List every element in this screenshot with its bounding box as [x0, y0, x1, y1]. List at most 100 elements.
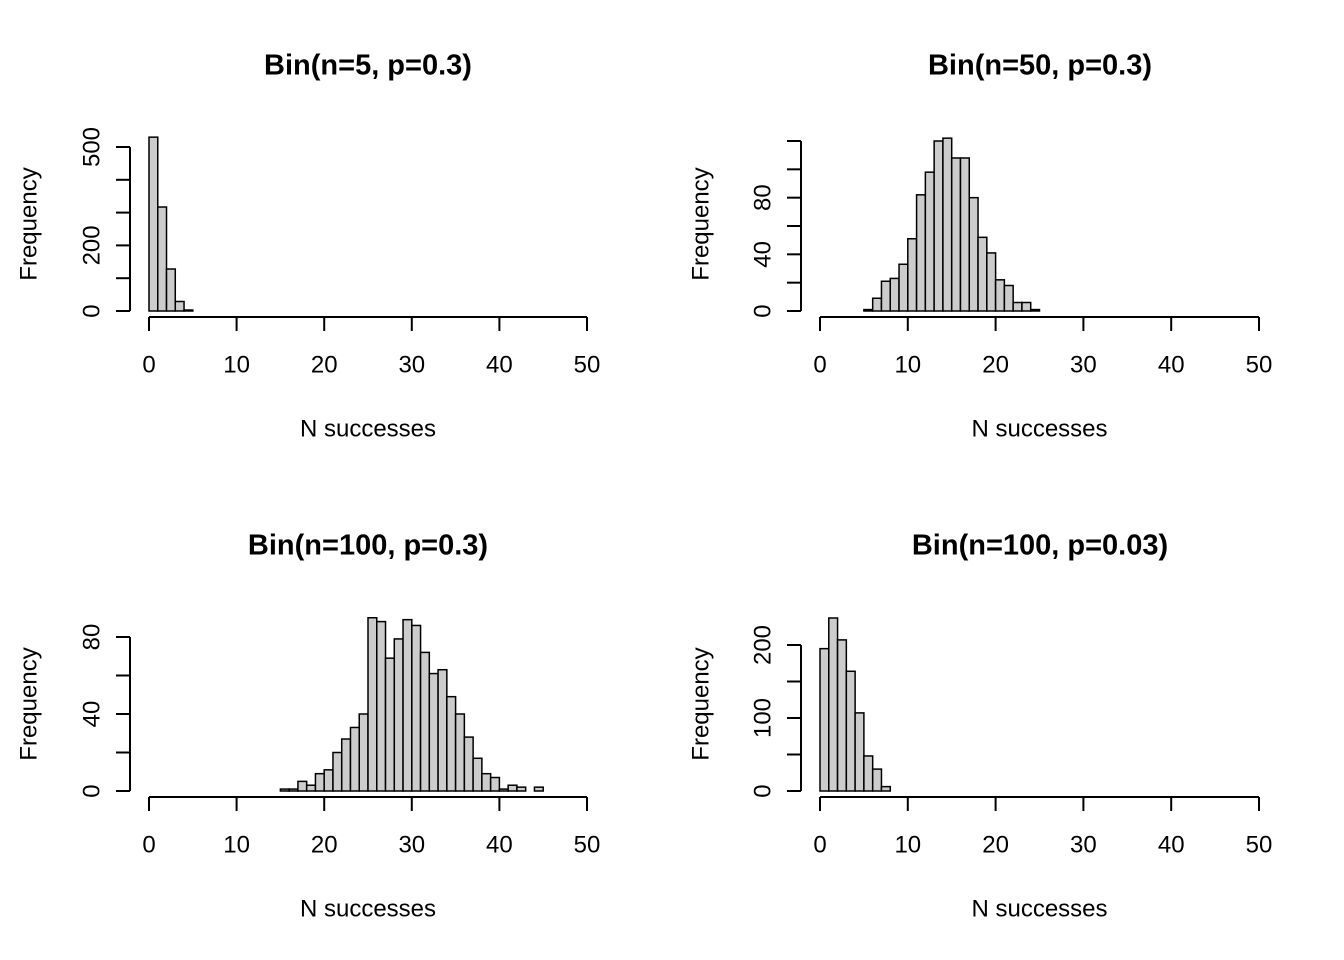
histogram-bar — [871, 768, 883, 792]
x-axis: 0 10 20 30 40 50 — [142, 316, 601, 378]
histogram-bar — [1003, 284, 1014, 312]
histogram-bar — [533, 786, 544, 792]
chart-panel-1: Bin(n=5, p=0.3) 0 10 20 30 40 50 N successes 0 20… — [15, 50, 600, 443]
histogram-bar — [498, 788, 509, 792]
x-tick-label: 50 — [1246, 831, 1273, 858]
histogram-bar — [367, 617, 378, 792]
histogram-bar — [297, 780, 308, 792]
x-tick-label: 20 — [982, 351, 1009, 378]
chart-title: Bin(n=100, p=0.03) — [912, 530, 1168, 562]
x-tick-label: 10 — [223, 351, 250, 378]
histogram-bar — [880, 785, 891, 792]
histogram-bar — [959, 157, 971, 312]
y-tick-label: 0 — [749, 784, 776, 797]
x-tick-label: 0 — [813, 351, 826, 378]
histogram-bar — [933, 140, 944, 312]
histogram-bar — [889, 277, 900, 312]
y-tick-label: 0 — [78, 784, 105, 797]
histogram-bar — [305, 784, 317, 792]
x-axis: 0 10 20 30 40 50 — [813, 316, 1272, 378]
x-tick-label: 30 — [398, 831, 425, 858]
y-tick-label: 500 — [78, 127, 105, 167]
histogram-bar — [968, 196, 979, 312]
y-tick-label: 80 — [78, 624, 105, 651]
y-axis-label: Frequency — [687, 167, 714, 280]
histogram-bar — [454, 713, 466, 792]
histogram-bar — [1012, 301, 1023, 312]
x-tick-label: 30 — [398, 351, 425, 378]
chart-title: Bin(n=100, p=0.3) — [248, 530, 488, 562]
histogram-bar — [1029, 308, 1041, 312]
x-axis: 0 10 20 30 40 50 — [813, 796, 1273, 858]
x-tick-label: 0 — [142, 351, 155, 378]
histogram-bar — [836, 639, 848, 792]
histogram-bar — [924, 171, 935, 312]
x-tick-label: 40 — [1158, 351, 1185, 378]
x-tick-label: 10 — [894, 831, 921, 858]
histogram-bar — [279, 788, 290, 792]
histogram-bar — [402, 618, 413, 792]
histogram-bar — [845, 670, 856, 792]
histogram-bar — [393, 638, 404, 792]
bars — [863, 137, 1041, 312]
x-tick-label: 0 — [813, 831, 826, 858]
x-tick-label: 40 — [486, 351, 513, 378]
histogram-bar — [863, 755, 874, 792]
bars — [819, 617, 891, 792]
y-tick-label: 0 — [749, 304, 776, 317]
x-tick-label: 20 — [311, 831, 338, 858]
x-tick-label: 10 — [223, 831, 250, 858]
y-tick-label: 80 — [749, 184, 776, 211]
x-tick-label: 40 — [486, 831, 513, 858]
histogram-bar — [854, 712, 865, 792]
histogram-bar — [384, 657, 396, 792]
histogram-bar — [977, 236, 988, 312]
histogram-bar — [349, 726, 360, 792]
chart-panel-4: Bin(n=100, p=0.03) 0 10 20 30 40 50 N successes… — [687, 530, 1272, 923]
x-tick-label: 50 — [574, 831, 601, 858]
chart-panel-3: Bin(n=100, p=0.3) 0 10 20 30 40 50 N successes 0… — [15, 530, 600, 923]
y-tick-label: 40 — [78, 701, 105, 728]
x-axis-label: N successes — [300, 415, 436, 442]
histogram-bar — [819, 647, 830, 792]
y-axis: 0 100 200 — [749, 625, 802, 798]
histogram-bar — [871, 297, 883, 312]
x-tick-label: 20 — [311, 351, 338, 378]
chart-title: Bin(n=50, p=0.3) — [928, 50, 1152, 82]
x-axis-label: N successes — [971, 415, 1107, 442]
y-axis-label: Frequency — [15, 167, 42, 280]
x-axis-label: N successes — [300, 895, 436, 922]
histogram-bar — [950, 157, 962, 312]
y-tick-label: 200 — [78, 225, 105, 265]
histogram-bar — [915, 194, 927, 312]
x-axis-label: N successes — [971, 895, 1107, 922]
histogram-bar — [481, 772, 492, 792]
y-axis-label: Frequency — [15, 647, 42, 760]
bars — [279, 617, 544, 792]
histogram-bar — [332, 751, 343, 792]
histogram-bar — [863, 308, 874, 312]
histogram-bar — [419, 651, 431, 792]
x-tick-label: 30 — [1070, 831, 1097, 858]
x-tick-label: 40 — [1158, 831, 1185, 858]
y-tick-label: 100 — [749, 698, 776, 738]
histogram-bar — [489, 776, 501, 792]
y-axis: 0 40 80 — [749, 140, 802, 318]
x-tick-label: 20 — [982, 831, 1009, 858]
histogram-bar — [507, 784, 518, 792]
histogram-bar — [1021, 301, 1032, 312]
histogram-bar — [340, 738, 352, 792]
histogram-bar — [898, 263, 909, 312]
histogram-bar — [994, 279, 1006, 312]
histogram-bar — [472, 757, 483, 792]
y-tick-label: 200 — [749, 625, 776, 665]
histogram-bar — [880, 280, 891, 312]
histogram-bar — [358, 713, 369, 792]
y-tick-label: 40 — [749, 241, 776, 268]
histogram-bar — [446, 695, 457, 792]
histogram-bar — [516, 786, 527, 792]
histogram-bar — [986, 252, 997, 312]
x-tick-label: 50 — [574, 351, 601, 378]
histogram-bar — [907, 238, 918, 312]
histogram-bar — [183, 309, 194, 312]
